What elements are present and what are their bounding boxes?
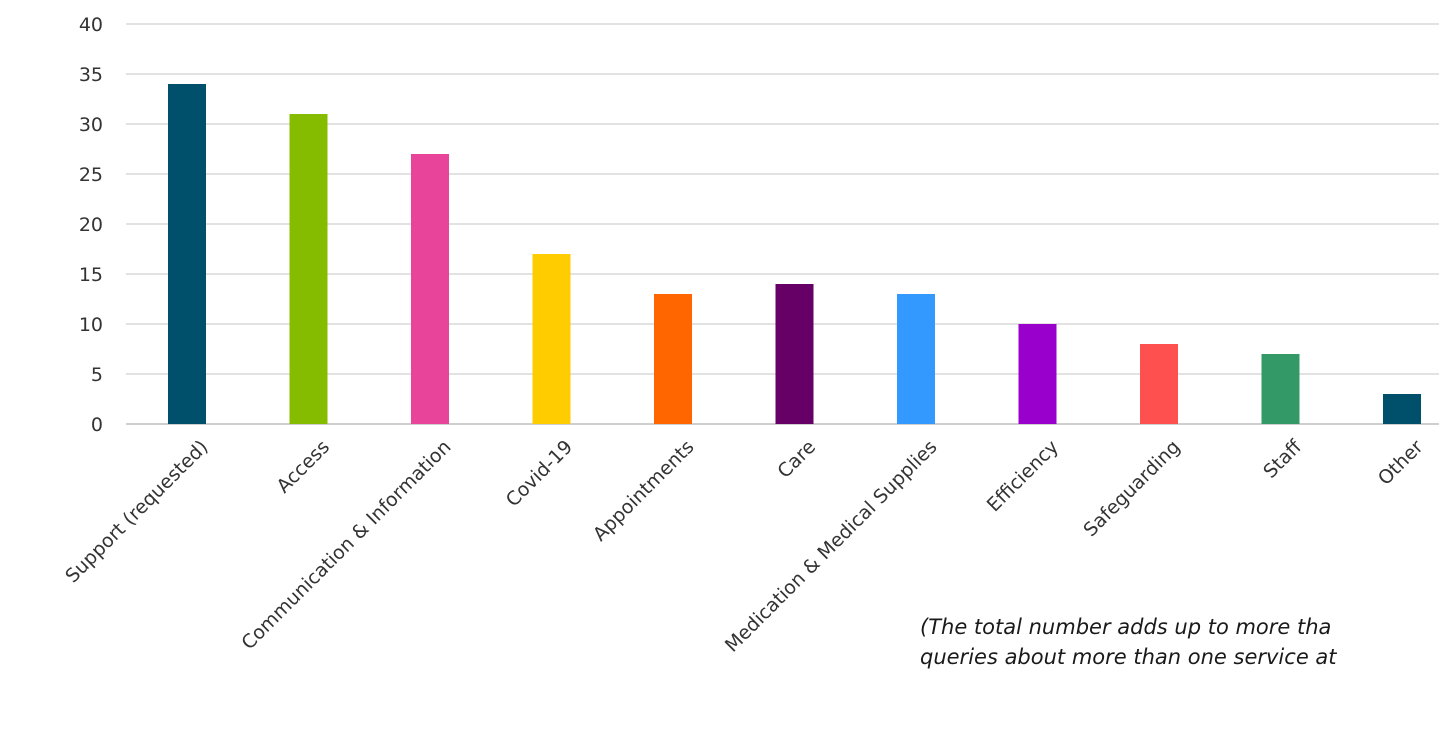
bar xyxy=(411,154,449,424)
x-tick-label: Safeguarding xyxy=(1079,436,1184,541)
y-tick-label: 35 xyxy=(79,64,103,86)
x-tick-label: Medication & Medical Supplies xyxy=(721,436,942,657)
x-tick-label: Support (requested) xyxy=(61,436,212,587)
x-tick-label: Efficiency xyxy=(983,436,1063,516)
bars xyxy=(168,84,1421,424)
y-tick-label: 30 xyxy=(79,114,103,136)
gridlines xyxy=(126,23,1439,425)
bar xyxy=(1140,344,1178,424)
bar xyxy=(289,114,328,424)
x-tick-label: Other xyxy=(1374,436,1428,490)
bar xyxy=(532,254,571,424)
bar xyxy=(654,294,692,424)
x-tick-label: Care xyxy=(773,436,820,483)
bar xyxy=(168,84,206,424)
x-tick-label: Covid-19 xyxy=(502,436,577,511)
y-tick-label: 15 xyxy=(79,264,103,286)
x-tick-label: Appointments xyxy=(589,436,699,546)
x-tick-label: Staff xyxy=(1259,435,1306,482)
footnote-line-2: queries about more than one service at xyxy=(920,645,1337,669)
bar xyxy=(1018,324,1057,424)
bar xyxy=(775,284,814,424)
bar xyxy=(1261,354,1300,424)
y-tick-label: 20 xyxy=(79,214,103,236)
y-tick-label: 10 xyxy=(79,314,103,336)
y-tick-label: 5 xyxy=(91,364,103,386)
x-tick-label: Access xyxy=(272,436,334,498)
y-tick-label: 0 xyxy=(91,414,103,436)
y-axis-ticks: 0 5 10 15 20 25 30 35 40 xyxy=(79,14,103,436)
x-tick-label: Communication & Information xyxy=(237,436,455,654)
bar xyxy=(1383,394,1421,424)
y-tick-label: 40 xyxy=(79,14,103,36)
chart-footnote: (The total number adds up to more tha qu… xyxy=(920,612,1439,672)
footnote-line-1: (The total number adds up to more tha xyxy=(920,615,1332,639)
bar xyxy=(897,294,935,424)
y-tick-label: 25 xyxy=(79,164,103,186)
